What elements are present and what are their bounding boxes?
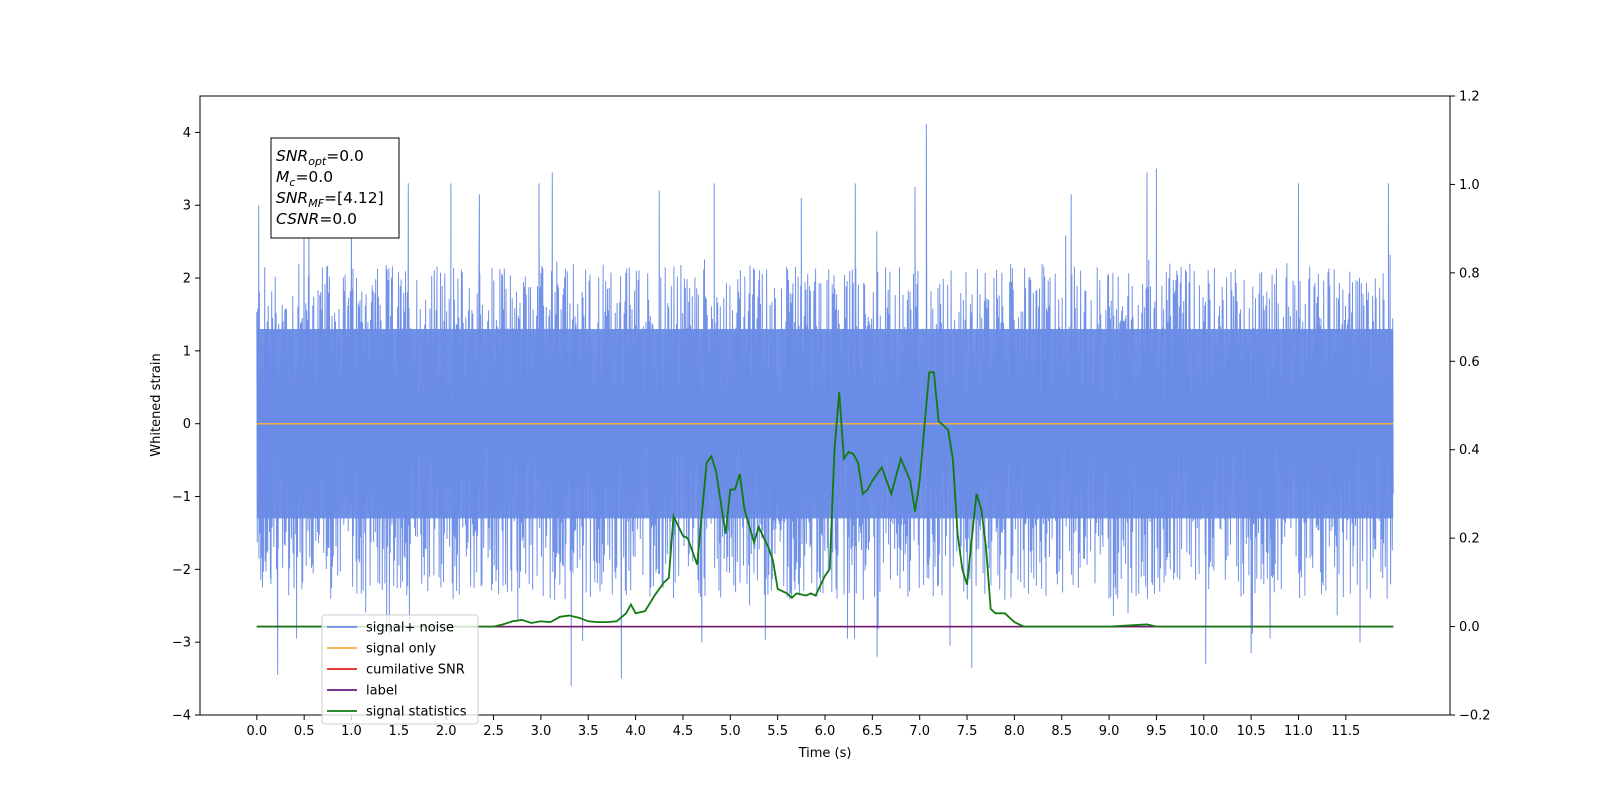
x-tick-label: 11.5 <box>1331 724 1360 739</box>
series-signal-noise <box>256 123 1394 686</box>
x-axis-label: Time (s) <box>798 746 852 761</box>
y-right-tick-label: 1.0 <box>1459 178 1480 193</box>
y-right-tick-label: 0.8 <box>1459 266 1480 281</box>
y-right-tick-label: 0.6 <box>1459 355 1480 370</box>
y-left-tick-label: 4 <box>183 126 191 141</box>
x-tick-label: 9.0 <box>1099 724 1120 739</box>
x-tick-label: 2.5 <box>483 724 504 739</box>
legend-label: signal only <box>366 642 436 657</box>
y-left-tick-label: 0 <box>183 417 191 432</box>
y-right-tick-label: 0.2 <box>1459 532 1480 547</box>
legend-label: cumilative SNR <box>366 663 465 678</box>
x-tick-label: 3.0 <box>531 724 552 739</box>
y-left-tick-label: 1 <box>183 344 191 359</box>
x-tick-label: 5.5 <box>767 724 788 739</box>
annotation-line: Mc=0.0 <box>276 168 333 189</box>
x-tick-label: 8.0 <box>1004 724 1025 739</box>
plot-area <box>256 123 1394 686</box>
series-signal-statistics <box>256 371 1394 628</box>
y-axis-label: Whitened strain <box>149 353 164 456</box>
x-tick-label: 0.0 <box>246 724 267 739</box>
annotation-line: SNRMF=[4.12] <box>276 189 384 210</box>
annotation-line: SNRopt=0.0 <box>276 147 364 168</box>
y-left-tick-label: 2 <box>183 272 191 287</box>
x-tick-label: 6.5 <box>862 724 883 739</box>
y-axis-right: −0.2 0.0 0.2 0.4 0.6 0.8 1.0 1.2 <box>1450 90 1491 724</box>
x-tick-label: 6.0 <box>815 724 836 739</box>
y-left-tick-label: 3 <box>183 199 191 214</box>
legend-label: signal statistics <box>366 705 467 720</box>
x-tick-label: 5.0 <box>720 724 741 739</box>
x-tick-label: 10.0 <box>1189 724 1218 739</box>
legend-label: signal+ noise <box>366 621 454 636</box>
y-left-tick-label: −3 <box>172 636 191 651</box>
legend-label: label <box>366 684 397 699</box>
x-tick-label: 1.0 <box>341 724 362 739</box>
x-tick-label: 4.0 <box>625 724 646 739</box>
y-right-tick-label: 1.2 <box>1459 90 1480 105</box>
y-left-tick-label: −2 <box>172 563 191 578</box>
annotation-line: CSNR=0.0 <box>276 210 357 228</box>
x-tick-label: 8.5 <box>1051 724 1072 739</box>
y-axis-left: −4 −3 −2 −1 0 1 2 3 4 <box>172 126 200 724</box>
legend: signal+ noise signal only cumilative SNR la… <box>321 614 479 725</box>
x-tick-label: 9.5 <box>1146 724 1167 739</box>
y-right-tick-label: −0.2 <box>1459 709 1491 724</box>
x-tick-label: 10.5 <box>1237 724 1266 739</box>
legend-frame <box>321 614 479 725</box>
y-left-tick-label: −4 <box>172 709 191 724</box>
y-right-tick-label: 0.0 <box>1459 620 1480 635</box>
x-tick-label: 3.5 <box>578 724 599 739</box>
x-tick-label: 2.0 <box>436 724 457 739</box>
x-tick-label: 1.5 <box>389 724 410 739</box>
x-tick-label: 4.5 <box>673 724 694 739</box>
x-tick-label: 0.5 <box>294 724 315 739</box>
annotation-box-frame <box>270 137 400 239</box>
x-tick-label: 7.5 <box>957 724 978 739</box>
x-axis: 0.0 0.5 1.0 1.5 2.0 2.5 3.0 3.5 4.0 4.5 5.0 5.5 6.0 6… <box>246 715 1360 739</box>
x-tick-label: 7.0 <box>909 724 930 739</box>
y-left-tick-label: −1 <box>172 490 191 505</box>
y-right-tick-label: 0.4 <box>1459 443 1480 458</box>
x-tick-label: 11.0 <box>1284 724 1313 739</box>
